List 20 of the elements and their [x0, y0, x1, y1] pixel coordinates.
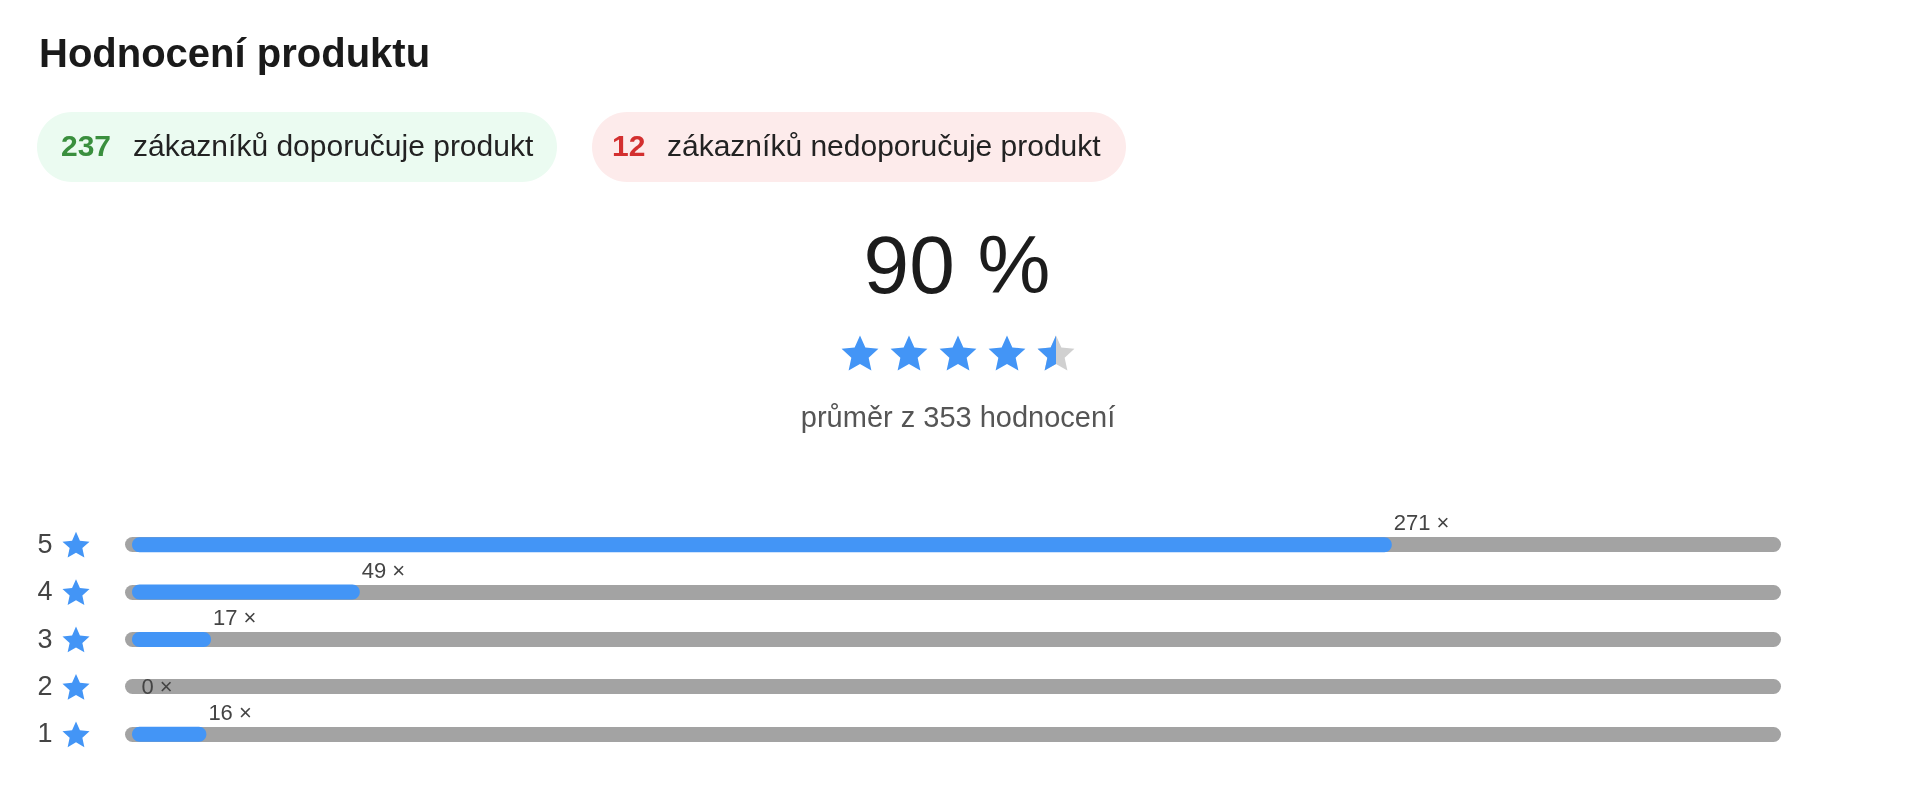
- y-tick-label: 1: [37, 718, 53, 749]
- text: průměr z 353 hodnocení: [800, 401, 1116, 433]
- text: 237: [61, 129, 112, 162]
- data-label: 17 ×: [213, 605, 257, 630]
- y-tick-label: 4: [37, 576, 53, 607]
- data-label: 271 ×: [1393, 510, 1450, 536]
- data-label: 0 ×: [141, 673, 173, 699]
- text: zákazníků doporučuje produkt: [133, 129, 534, 162]
- data-label: 49 ×: [361, 557, 406, 583]
- bar: [132, 584, 360, 600]
- bar: [132, 726, 207, 742]
- y-tick-label: 3: [37, 623, 53, 654]
- text: zákazníků nedoporučuje produkt: [667, 129, 1102, 162]
- data-label: 16 ×: [208, 699, 252, 725]
- text: 12: [612, 129, 646, 162]
- y-tick-label: 5: [37, 528, 53, 559]
- y-tick-label: 2: [37, 670, 53, 701]
- bar: [132, 632, 212, 647]
- chart-title: Hodnocení produktu: [39, 31, 431, 75]
- text: 90 %: [863, 219, 1051, 310]
